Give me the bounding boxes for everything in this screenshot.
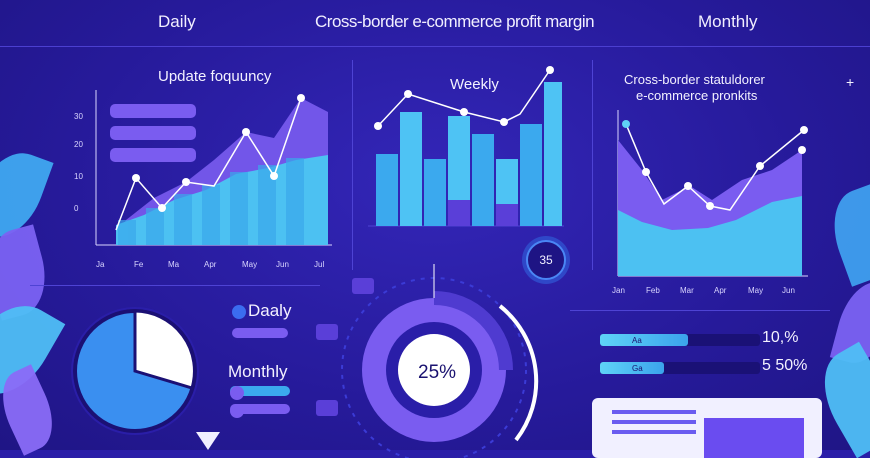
y-tick-label: 30 xyxy=(74,112,83,121)
page-title: Cross-border e-commerce profit margin xyxy=(315,12,595,31)
progress-value: 10,% xyxy=(762,329,799,346)
profits-area-cyan xyxy=(618,196,802,276)
x-tick-label: Mar xyxy=(680,286,694,295)
header-bar: Daily Cross-border e-commerce profit mar… xyxy=(0,0,870,47)
progress-track xyxy=(600,362,760,374)
legend-pill xyxy=(110,148,196,162)
x-tick-label: May xyxy=(748,286,764,295)
update-frequency-title: Update foquuncy xyxy=(158,68,272,85)
pie-legend-daily: Daaly xyxy=(248,301,292,320)
profits-line xyxy=(625,123,805,211)
series-line xyxy=(115,97,302,231)
y-tick-label: 20 xyxy=(74,140,83,149)
legend-dot xyxy=(230,404,244,418)
panel-divider xyxy=(352,60,353,270)
x-tick-label: Ja xyxy=(96,260,105,269)
profits-title-line1: Cross-border statuldorer xyxy=(624,72,765,87)
weekly-chart xyxy=(368,66,564,227)
data-card xyxy=(592,398,822,458)
x-tick-label: Apr xyxy=(714,286,727,295)
profits-start-marker xyxy=(622,120,630,128)
weekly-bars xyxy=(376,82,562,226)
card-table xyxy=(704,418,804,458)
weekly-line xyxy=(377,69,551,127)
progress-track xyxy=(600,334,760,346)
x-tick-label: Apr xyxy=(204,260,217,269)
pie-slice xyxy=(133,309,196,390)
pie-chart xyxy=(71,307,199,435)
progress-fill xyxy=(600,334,688,346)
legend-pill xyxy=(110,126,196,140)
y-tick-label: 10 xyxy=(74,172,83,181)
card-line xyxy=(612,430,696,434)
x-tick-label: Jun xyxy=(276,260,289,269)
progress-value: 5 50% xyxy=(762,357,808,374)
legend-bar xyxy=(230,404,290,414)
x-tick-label: Jul xyxy=(314,260,325,269)
progress-label: Aa xyxy=(632,336,642,345)
legend-pill xyxy=(110,104,196,118)
ribbon-icon xyxy=(196,432,220,450)
y-tick-label: 0 xyxy=(74,204,79,213)
pie-rim xyxy=(71,307,199,435)
donut-chip xyxy=(352,278,374,294)
weekly-markers xyxy=(374,66,554,130)
progress-label: Ga xyxy=(632,364,643,373)
x-tick-label: Jun xyxy=(782,286,795,295)
donut-outer-arc xyxy=(498,304,539,442)
card-line xyxy=(612,410,696,414)
pie-legend-monthly: Monthly xyxy=(228,362,288,381)
panel-divider xyxy=(570,310,830,311)
badge-value: 35 xyxy=(539,253,553,267)
card-line xyxy=(612,420,696,424)
donut-arc xyxy=(433,291,513,371)
donut-center-label: 25% xyxy=(418,362,457,383)
x-tick-label: May xyxy=(242,260,258,269)
profits-markers xyxy=(642,126,808,210)
profits-chart xyxy=(617,110,808,277)
donut-gauge xyxy=(316,264,539,458)
x-tick-label: Fe xyxy=(134,260,144,269)
legend-bar xyxy=(230,386,290,396)
x-tick-label: Ma xyxy=(168,260,180,269)
header-daily-label: Daily xyxy=(158,12,196,31)
donut-chip xyxy=(316,400,338,416)
donut-chip xyxy=(316,324,338,340)
close-icon[interactable]: + xyxy=(846,74,855,90)
legend-dot xyxy=(230,386,244,400)
daily-dot xyxy=(232,305,246,319)
weekly-title: Weekly xyxy=(450,76,499,93)
bar-group xyxy=(118,158,304,245)
update-frequency-chart xyxy=(95,90,332,246)
legend-bar xyxy=(232,328,288,338)
line-markers xyxy=(132,94,305,212)
header-monthly-label: Monthly xyxy=(698,12,758,31)
panel-divider xyxy=(30,285,320,286)
x-tick-label: Feb xyxy=(646,286,660,295)
panel-divider xyxy=(592,60,593,270)
value-badge[interactable]: 35 xyxy=(526,240,566,280)
x-tick-label: Jan xyxy=(612,286,625,295)
profits-title-line2: e-commerce pronkits xyxy=(636,88,758,103)
progress-fill xyxy=(600,362,664,374)
